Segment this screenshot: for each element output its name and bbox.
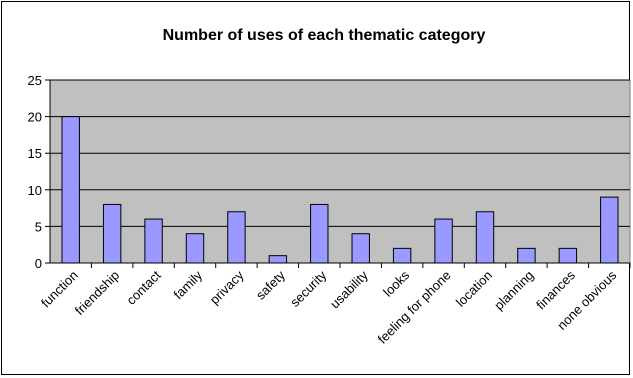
chart-title: Number of uses of each thematic category: [163, 27, 486, 44]
bar-friendship: [102, 203, 122, 264]
y-tick-label: 25: [28, 73, 42, 88]
bar-privacy: [227, 211, 246, 264]
y-tick-label: 15: [28, 146, 42, 161]
y-tick-label: 10: [28, 183, 42, 198]
bar-security: [310, 203, 329, 264]
y-tick-label: 20: [28, 110, 42, 125]
bars: [61, 116, 619, 264]
bar-function: [61, 116, 80, 264]
bar-feeling-for-phone: [434, 218, 453, 264]
x-tick-label: location: [453, 268, 495, 310]
x-tick-label: feeling for phone: [375, 268, 454, 347]
plot-area: [49, 79, 631, 264]
x-tick-label: planning: [491, 268, 536, 313]
y-tick-labels: 0 5 10 15 20 25: [28, 73, 42, 271]
y-tick-label: 5: [35, 219, 42, 234]
bar-looks: [392, 247, 412, 264]
bar-location: [475, 211, 495, 264]
y-tick-label: 0: [35, 256, 42, 271]
bar-contact: [144, 218, 163, 264]
bar-none-obvious: [600, 196, 619, 264]
bar-safety: [268, 255, 288, 264]
x-tick-label: safety: [253, 267, 288, 302]
axes: [45, 79, 631, 268]
bar-finances: [558, 247, 578, 264]
x-tick-label: family: [171, 267, 206, 302]
x-tick-label: friendship: [72, 268, 122, 318]
bar-family: [185, 233, 205, 264]
bar-usability: [351, 233, 370, 264]
bar-planning: [517, 247, 536, 264]
x-tick-label: contact: [123, 267, 164, 308]
x-tick-label: usability: [327, 267, 371, 311]
x-tick-label: security: [287, 267, 330, 310]
x-tick-label: looks: [380, 267, 412, 299]
x-tick-label: privacy: [207, 267, 247, 307]
